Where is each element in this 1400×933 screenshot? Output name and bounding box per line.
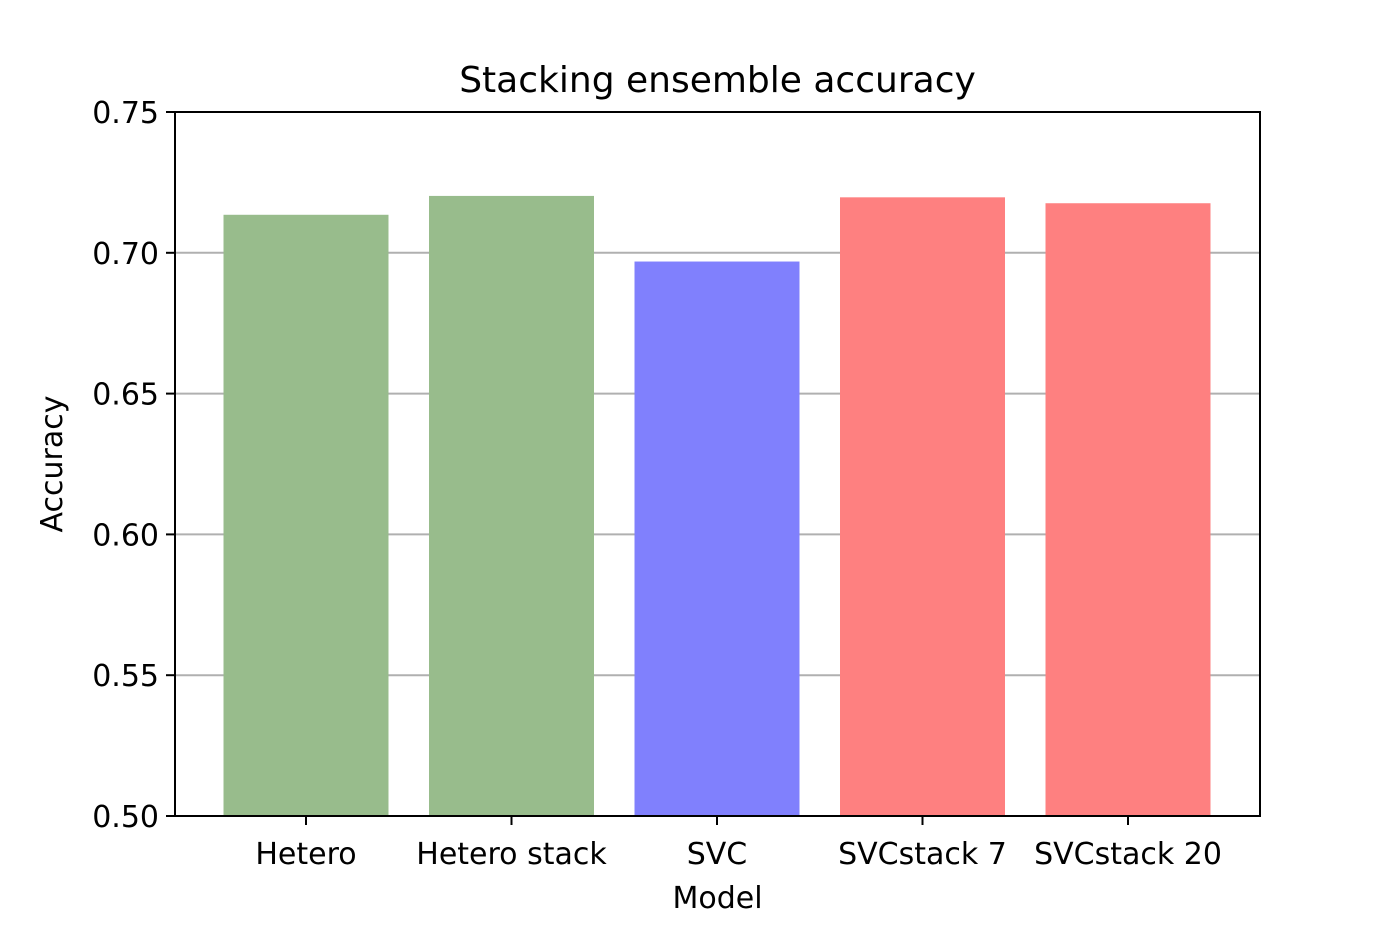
bar-svc [634, 261, 800, 816]
x-tick-label: SVCstack 7 [838, 837, 1007, 872]
x-axis-title: Model [672, 881, 762, 916]
y-tick-label: 0.55 [92, 659, 159, 694]
x-tick-label: Hetero [255, 837, 356, 872]
x-tick-label: Hetero stack [416, 837, 607, 872]
chart-title: Stacking ensemble accuracy [459, 60, 976, 101]
y-tick-label: 0.75 [92, 96, 159, 131]
x-axis-ticks: Hetero Hetero stack SVC SVCstack 7 SVCstack … [255, 816, 1222, 872]
y-tick-label: 0.50 [92, 800, 159, 835]
bar-svcstack-20 [1045, 203, 1211, 816]
x-tick-label: SVCstack 20 [1034, 837, 1222, 872]
x-tick-label: SVC [687, 837, 748, 872]
y-tick-label: 0.65 [92, 378, 159, 413]
y-axis-ticks: 0.50 0.55 0.60 0.65 0.70 0.75 [92, 96, 175, 835]
bar-hetero-stack [429, 195, 594, 816]
y-tick-label: 0.60 [92, 518, 159, 553]
y-axis-title: Accuracy [35, 396, 70, 533]
y-tick-label: 0.70 [92, 237, 159, 272]
bar-hetero [223, 214, 389, 816]
bars [223, 195, 1211, 816]
bar-svcstack-7 [840, 197, 1005, 816]
